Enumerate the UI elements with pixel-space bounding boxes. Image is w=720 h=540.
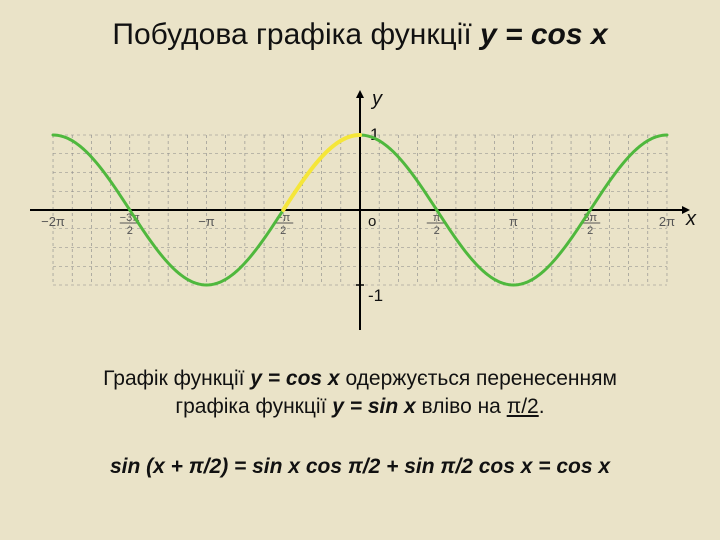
title-function: y = cos x bbox=[480, 18, 608, 51]
cap1-l1a: Графік функції bbox=[103, 367, 250, 390]
title-prefix: Побудова графіка функції bbox=[112, 18, 480, 51]
svg-text:2: 2 bbox=[434, 225, 440, 237]
chart-container: o1-1−2π−3π2−π−π2π2π3π22π y x bbox=[30, 90, 690, 330]
svg-text:−2π: −2π bbox=[41, 214, 65, 229]
svg-text:-1: -1 bbox=[368, 286, 383, 305]
cap1-shift: π/2 bbox=[507, 395, 539, 418]
caption-shift: Графік функції y = cos x одержується пер… bbox=[50, 365, 670, 422]
cap1-l2a: графіка функції bbox=[175, 395, 332, 418]
slide: Побудова графіка функції y = cos x o1-1−… bbox=[0, 0, 720, 540]
caption-identity: sin (x + π/2) = sin x cos π/2 + sin π/2 … bbox=[40, 455, 680, 479]
svg-text:2: 2 bbox=[280, 225, 286, 237]
cap1-fn-cos: y = cos x bbox=[250, 367, 339, 390]
cap1-l2d: . bbox=[539, 395, 545, 418]
cap1-l1b: одержується перенесенням bbox=[340, 367, 617, 390]
svg-text:2: 2 bbox=[587, 225, 593, 237]
cap1-fn-sin: y = sin x bbox=[332, 395, 415, 418]
svg-text:2π: 2π bbox=[659, 214, 675, 229]
y-axis-label: y bbox=[372, 88, 382, 111]
cosine-chart: o1-1−2π−3π2−π−π2π2π3π22π bbox=[30, 90, 690, 330]
svg-text:2: 2 bbox=[127, 225, 133, 237]
slide-title: Побудова графіка функції y = cos x bbox=[0, 18, 720, 52]
svg-text:π: π bbox=[509, 214, 518, 229]
cap1-l2b: вліво на bbox=[416, 395, 507, 418]
svg-text:o: o bbox=[368, 213, 376, 230]
x-axis-label: x bbox=[686, 208, 696, 231]
svg-text:−π: −π bbox=[198, 214, 215, 229]
